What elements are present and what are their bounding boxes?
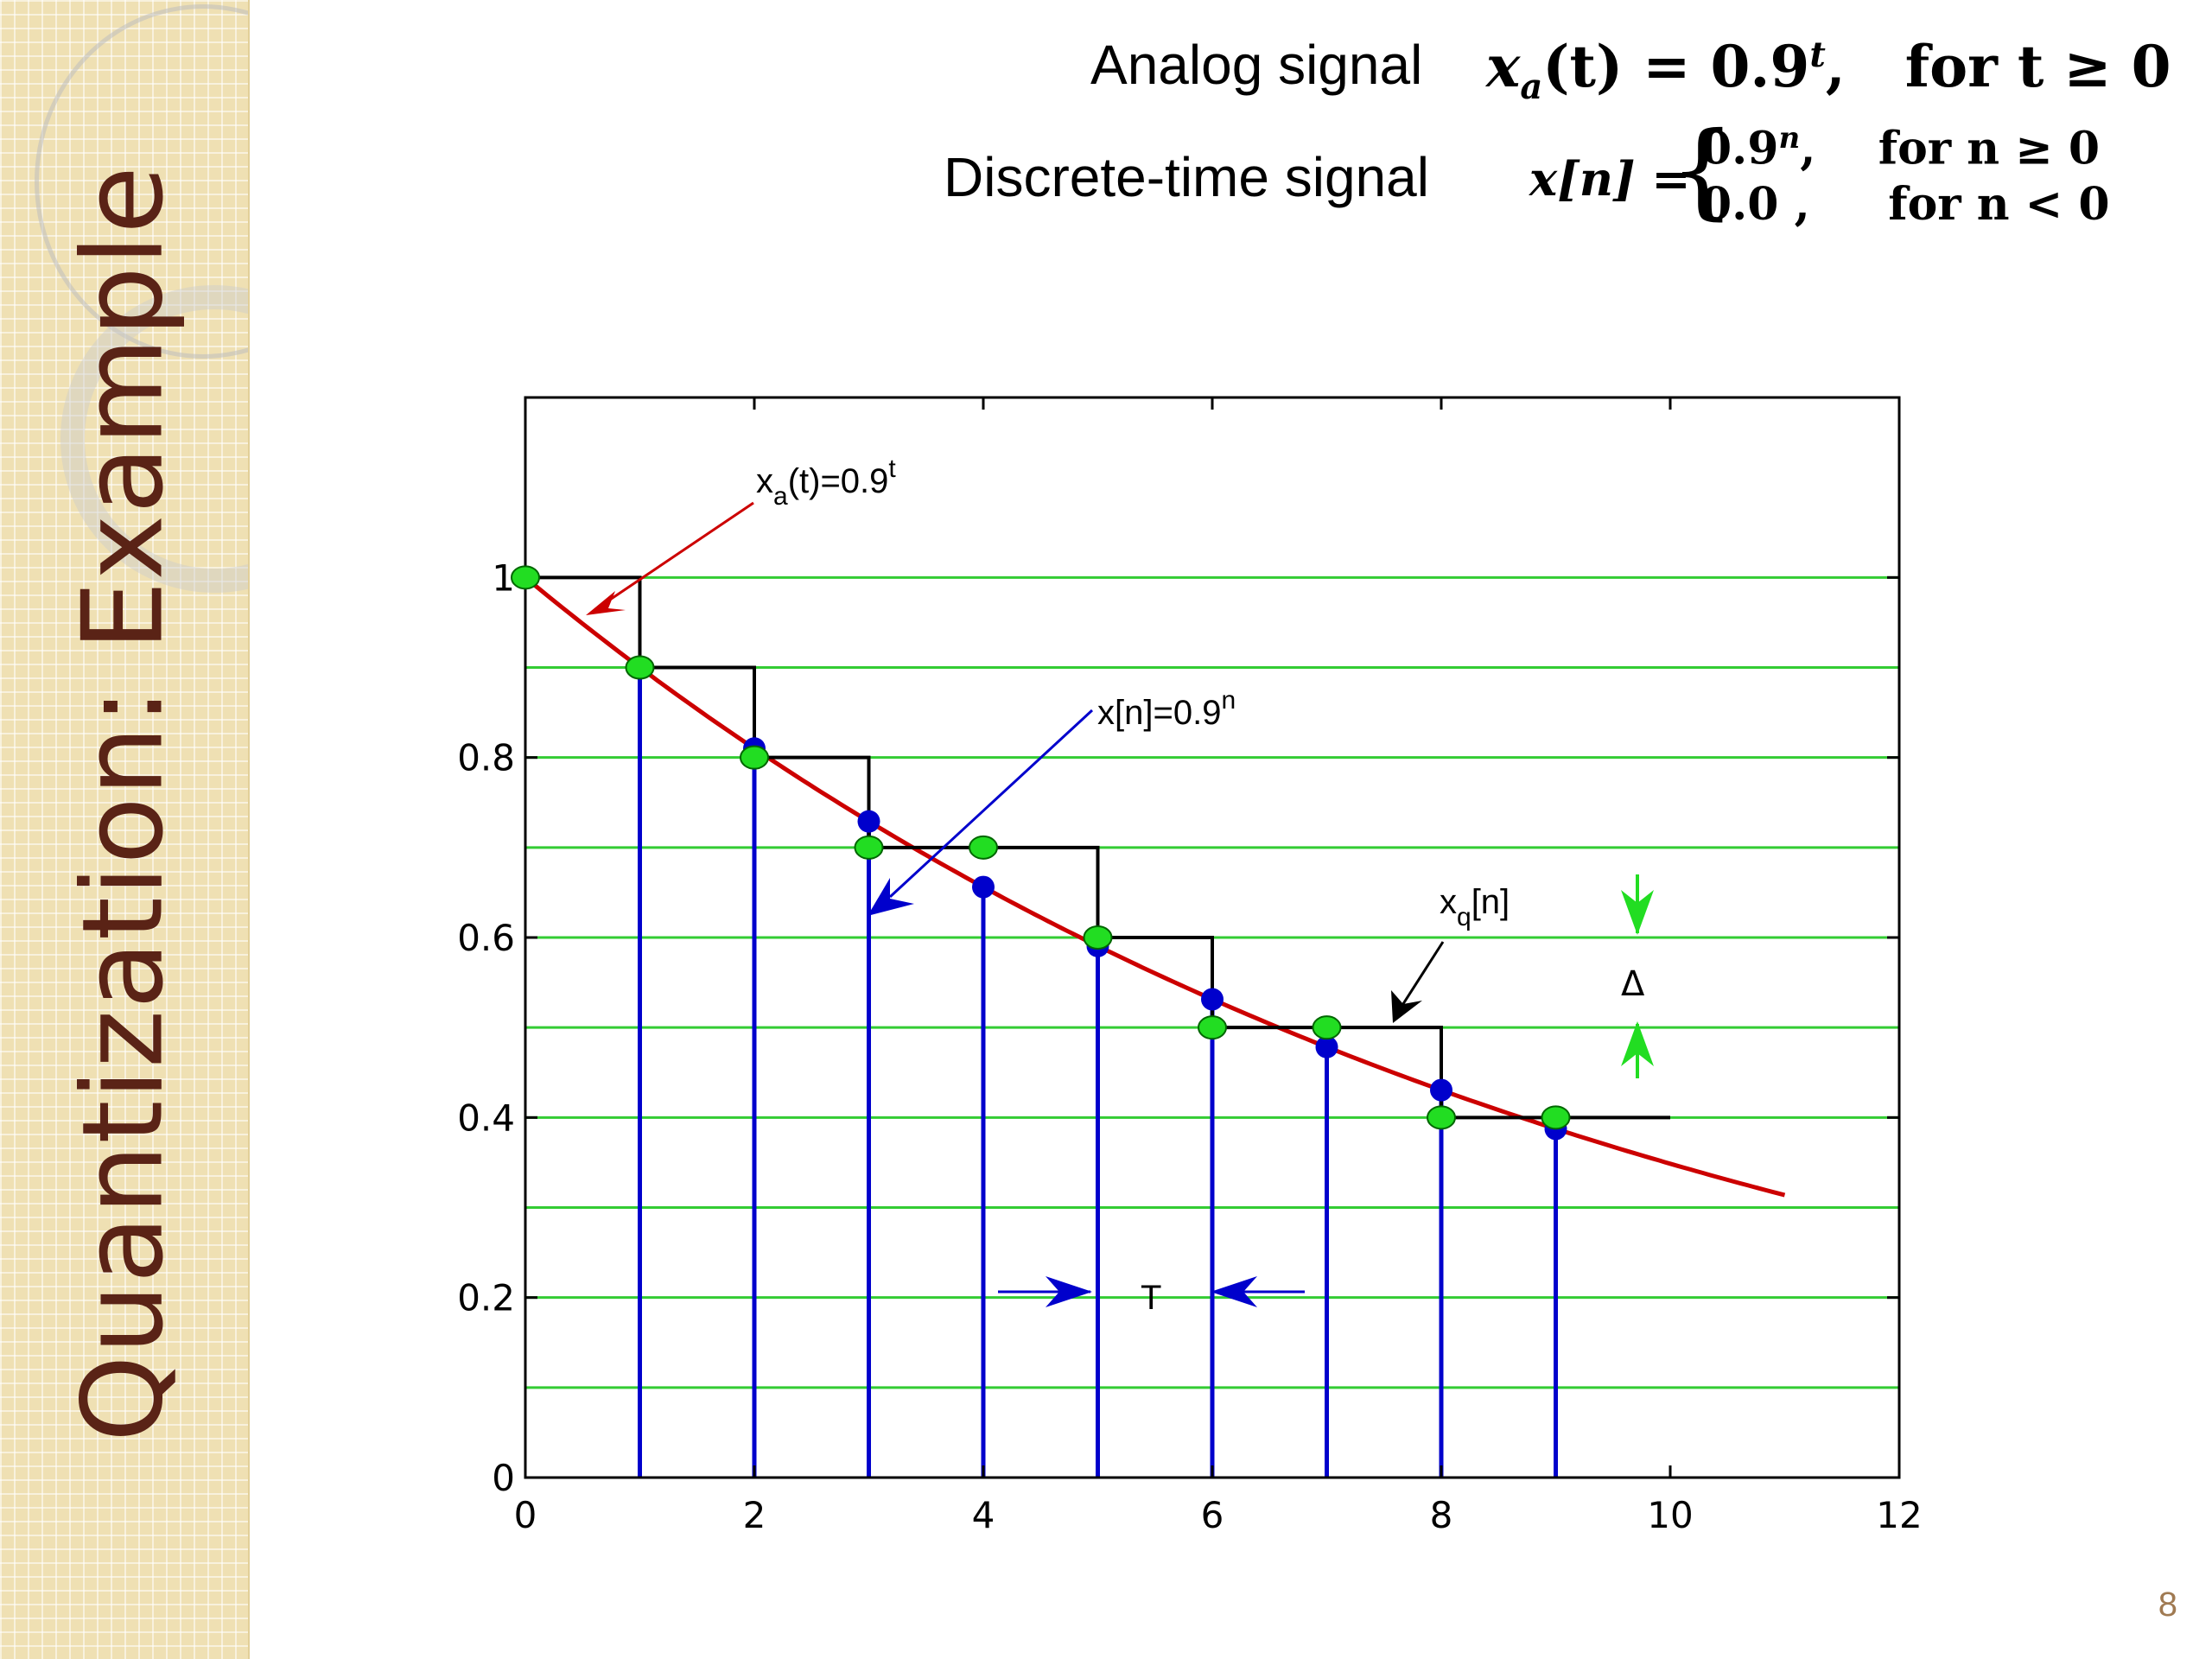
xn-arrowhead xyxy=(868,878,914,916)
delta-arrowhead-top xyxy=(1621,890,1654,935)
discrete-sample-point xyxy=(972,875,995,899)
analog-equation: xa(t) = 0.9t, for t ≥ 0 xyxy=(1486,33,2171,108)
analog-signal-curve xyxy=(524,575,1786,1198)
quantized-staircase xyxy=(525,575,1670,1120)
x-tick-label: 12 xyxy=(1876,1494,1922,1536)
discrete-eq-lhs: x[n] = xyxy=(1529,151,1691,207)
discrete-sample-point xyxy=(857,810,880,833)
eq-sub: a xyxy=(1520,67,1543,108)
eq-cond: for t ≥ 0 xyxy=(1904,33,2171,100)
x-tick-label: 10 xyxy=(1647,1494,1693,1536)
brace-symbol: { xyxy=(1669,111,1736,231)
x-tick-label: 6 xyxy=(1201,1494,1224,1536)
quantized-sample-point xyxy=(511,565,540,590)
period-label: T xyxy=(1141,1279,1161,1317)
xq-arrowhead xyxy=(1391,990,1422,1023)
delta-label: Δ xyxy=(1621,964,1645,1004)
discrete-sample-point xyxy=(1201,988,1224,1011)
quantized-sample-point xyxy=(854,835,884,860)
quantized-sample-point xyxy=(1083,925,1113,950)
quantized-sample-point xyxy=(1198,1015,1227,1040)
xq-pointer-line xyxy=(1398,941,1445,1010)
xq-annotation: xq[n] xyxy=(1440,883,1510,931)
analog-signal-label: Analog signal xyxy=(1090,34,1423,96)
delta-arrowhead-bottom xyxy=(1621,1021,1654,1066)
y-tick-label: 0 xyxy=(492,1457,515,1499)
eq-lhs: x xyxy=(1486,33,1521,100)
xa-pointer-line xyxy=(604,501,754,605)
discrete-case-2: 0.0 , for n < 0 xyxy=(1700,178,2110,231)
quantized-sample-point xyxy=(1427,1105,1456,1130)
eq-arg: (t) = 0.9 xyxy=(1542,33,1810,100)
quantized-sample-point xyxy=(1312,1015,1342,1040)
x-tick-label: 4 xyxy=(972,1494,995,1536)
period-arrowhead-right xyxy=(1211,1276,1257,1307)
discrete-signal-label: Discrete-time signal xyxy=(944,146,1429,208)
xa-annotation: xa(t)=0.9t xyxy=(756,454,896,511)
xn-annotation: x[n]=0.9n xyxy=(1097,686,1236,732)
xa-arrowhead xyxy=(586,591,626,615)
period-arrowhead-left xyxy=(1046,1276,1092,1307)
x-tick-label: 8 xyxy=(1430,1494,1453,1536)
xn-pointer-line xyxy=(888,709,1094,899)
y-tick-label: 0.8 xyxy=(457,737,515,779)
sidebar-decoration xyxy=(0,0,250,1659)
quantized-sample-point xyxy=(625,655,655,680)
quantized-sample-point xyxy=(740,745,769,770)
y-tick-label: 0.2 xyxy=(457,1277,515,1319)
page-number: 8 xyxy=(2158,1586,2177,1624)
y-tick-label: 0.4 xyxy=(457,1096,515,1139)
quantized-sample-point xyxy=(1541,1105,1571,1130)
discrete-sample-point xyxy=(1430,1078,1452,1102)
y-tick-label: 0.6 xyxy=(457,917,515,959)
discrete-sample-point xyxy=(1315,1035,1338,1058)
quantized-sample-point xyxy=(969,835,998,860)
discrete-case-1: 0.9n, for n ≥ 0 xyxy=(1700,121,2101,175)
x-tick-label: 0 xyxy=(514,1494,537,1536)
x-tick-label: 2 xyxy=(743,1494,766,1536)
eq-sup: t xyxy=(1809,35,1826,75)
